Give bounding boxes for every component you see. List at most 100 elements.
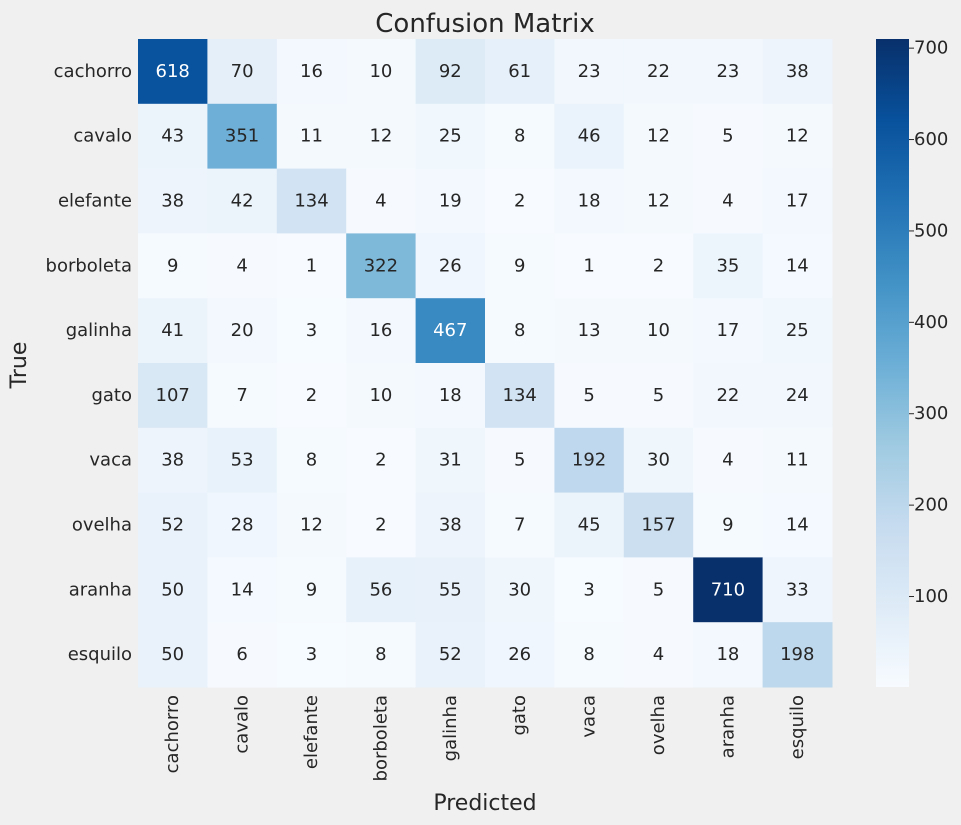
- heatmap-cell-label: 134: [503, 385, 537, 406]
- heatmap-cell: [762, 492, 833, 558]
- heatmap-cell-label: 45: [578, 515, 601, 536]
- heatmap-cell-label: 5: [722, 126, 733, 147]
- heatmap-cell-label: 8: [583, 644, 594, 665]
- heatmap-cell: [623, 363, 694, 429]
- heatmap-cell-label: 8: [306, 450, 317, 471]
- x-tick-label: elefante: [301, 695, 322, 769]
- y-tick-label: borboleta: [46, 255, 132, 276]
- heatmap-cell-label: 4: [653, 644, 664, 665]
- colorbar-tick-label: 700: [914, 38, 948, 59]
- heatmap-cell: [693, 298, 764, 364]
- heatmap-cell: [415, 298, 486, 364]
- heatmap-cell-label: 18: [578, 191, 601, 212]
- heatmap-cell-label: 351: [225, 126, 259, 147]
- heatmap-cell-label: 24: [786, 385, 809, 406]
- heatmap-cell: [623, 492, 694, 558]
- heatmap-cell-label: 23: [578, 61, 601, 82]
- colorbar-tick-label: 100: [914, 586, 948, 607]
- heatmap-cell-label: 17: [716, 320, 739, 341]
- heatmap-cell: [762, 233, 833, 299]
- heatmap-cell-label: 134: [294, 191, 328, 212]
- heatmap-cell-label: 52: [161, 515, 184, 536]
- x-tick-labels: cachorro cavalo elefante borboleta galinha ga…: [162, 695, 808, 781]
- colorbar-tick-label: 400: [914, 312, 948, 333]
- heatmap-cell: [138, 557, 208, 623]
- heatmap-cell-label: 12: [786, 126, 809, 147]
- heatmap-cell-label: 467: [433, 320, 467, 341]
- x-tick-label: cachorro: [162, 695, 183, 773]
- heatmap-cell-label: 7: [236, 385, 247, 406]
- y-tick-label: cachorro: [54, 61, 132, 82]
- heatmap-cell-label: 11: [786, 450, 809, 471]
- heatmap-cell-label: 9: [167, 255, 178, 276]
- heatmap-cell: [276, 622, 347, 688]
- heatmap-cell: [485, 492, 555, 558]
- heatmap-cell: [276, 168, 347, 234]
- heatmap-cell-label: 3: [583, 579, 594, 600]
- heatmap-cell: [138, 622, 208, 688]
- heatmap-cell-label: 7: [514, 515, 525, 536]
- heatmap-cell-label: 14: [786, 515, 809, 536]
- heatmap-cell: [346, 557, 417, 623]
- heatmap-cell: [554, 557, 625, 623]
- heatmap-cell-label: 12: [300, 515, 323, 536]
- x-axis-title: Predicted: [433, 791, 536, 816]
- y-tick-label: elefante: [58, 191, 132, 212]
- heatmap-cell: [276, 233, 347, 299]
- colorbar-tick-label: 600: [914, 129, 948, 150]
- heatmap-cell-label: 50: [161, 644, 184, 665]
- x-tick-label: vaca: [579, 695, 600, 738]
- heatmap-cell: [485, 622, 555, 688]
- heatmap-cell: [415, 168, 486, 234]
- heatmap-cell: [693, 103, 764, 170]
- heatmap-cell-label: 192: [572, 450, 606, 471]
- heatmap-cell: [207, 427, 278, 494]
- heatmap-cell: [207, 363, 278, 429]
- x-tick-label: esquilo: [787, 695, 808, 759]
- heatmap-cell: [554, 39, 625, 105]
- heatmap-cell: [693, 233, 764, 299]
- heatmap-cell: [276, 103, 347, 170]
- y-tick-label: cavalo: [73, 126, 132, 147]
- heatmap-cell: [623, 103, 694, 170]
- colorbar-tick-label: 300: [914, 403, 948, 424]
- heatmap-cell-label: 70: [231, 61, 254, 82]
- y-axis-title: True: [7, 342, 32, 390]
- heatmap-cell-label: 1: [306, 255, 317, 276]
- heatmap-cell-label: 198: [780, 644, 814, 665]
- heatmap-cell-label: 25: [439, 126, 462, 147]
- x-tick-label: aranha: [717, 695, 738, 758]
- heatmap-cell-label: 5: [514, 450, 525, 471]
- heatmap-cell: [346, 168, 417, 234]
- heatmap-cell-label: 5: [653, 385, 664, 406]
- heatmap-cell-label: 38: [161, 450, 184, 471]
- heatmap-cell: [415, 622, 486, 688]
- heatmap-cell-label: 322: [364, 255, 398, 276]
- heatmap-cell-label: 9: [514, 255, 525, 276]
- heatmap-cell-label: 19: [439, 191, 462, 212]
- heatmap-cell: [554, 622, 625, 688]
- heatmap-cell: [276, 298, 347, 364]
- heatmap-cell-label: 26: [508, 644, 531, 665]
- heatmap-cell-label: 13: [578, 320, 601, 341]
- heatmap-cell-label: 4: [722, 450, 733, 471]
- heatmap-cell-label: 56: [369, 579, 392, 600]
- y-tick-label: vaca: [89, 450, 132, 471]
- heatmap-cell: [276, 39, 347, 105]
- heatmap-cell-label: 2: [306, 385, 317, 406]
- heatmap-cell-label: 53: [231, 450, 254, 471]
- heatmap-cell: [207, 233, 278, 299]
- heatmap-cell: [138, 492, 208, 558]
- heatmap-cell-label: 22: [647, 61, 670, 82]
- heatmap-cell: [485, 103, 555, 170]
- heatmap-cell: [415, 233, 486, 299]
- x-tick-label: cavalo: [232, 695, 253, 754]
- heatmap-cell: [276, 427, 347, 494]
- heatmap-cell: [415, 363, 486, 429]
- heatmap-cell: [623, 233, 694, 299]
- heatmap-cell: [693, 427, 764, 494]
- heatmap-cell: [276, 492, 347, 558]
- heatmap-cell-label: 23: [716, 61, 739, 82]
- x-tick-label: ovelha: [648, 695, 669, 755]
